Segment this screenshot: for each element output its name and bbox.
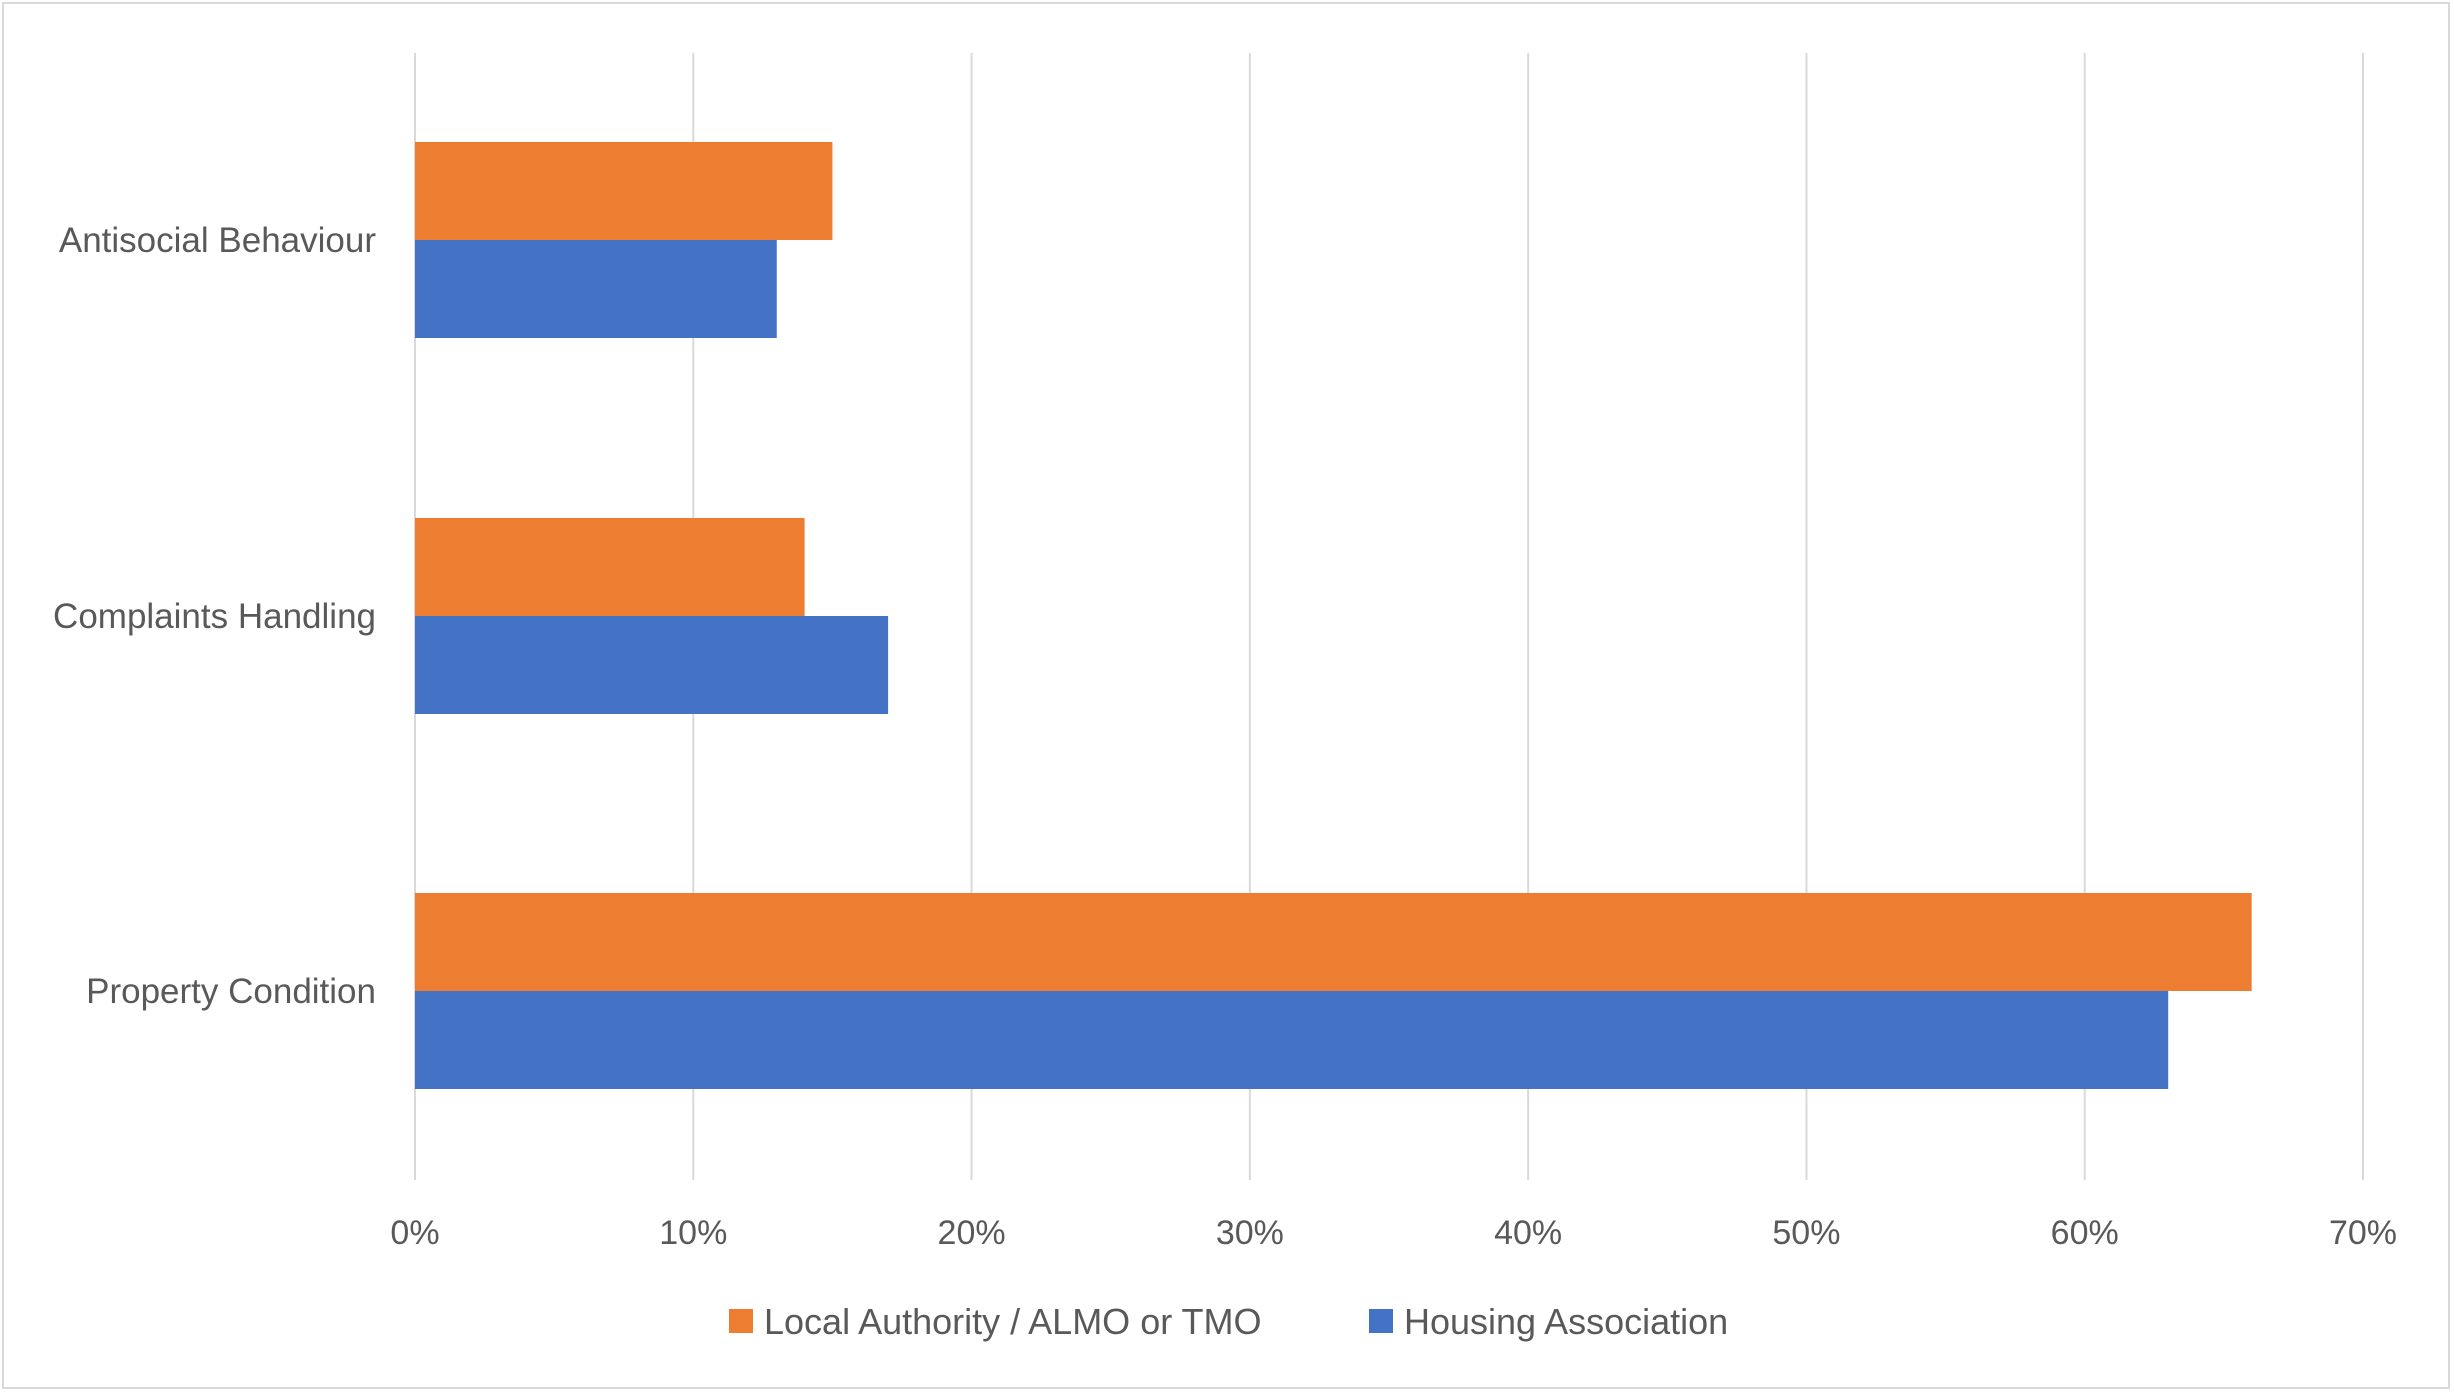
legend-label-local-authority: Local Authority / ALMO or TMO (764, 1301, 1262, 1342)
legend-item-local-authority: Local Authority / ALMO or TMO (729, 1301, 1262, 1342)
legend-swatch-housing-association (1369, 1309, 1393, 1333)
x-tick-label-0: 0% (390, 1214, 439, 1252)
bar-complaints-handling-housing-association (415, 616, 889, 714)
legend-label-housing-association: Housing Association (1404, 1301, 1728, 1342)
category-label-property-condition: Property Condition (86, 972, 376, 1011)
category-label-antisocial-behaviour: Antisocial Behaviour (59, 221, 376, 260)
x-axis-tick-labels: 0% 10% 20% 30% 40% 50% 60% 70% (390, 1214, 2397, 1252)
y-axis-category-labels: Antisocial Behaviour Complaints Handling P… (53, 221, 376, 1011)
bars (415, 142, 2252, 1089)
bar-antisocial-behaviour-local-authority-almo-or-tmo (415, 142, 833, 240)
category-label-complaints-handling: Complaints Handling (53, 597, 376, 636)
x-tick-label-30: 30% (1216, 1214, 1284, 1252)
legend: Local Authority / ALMO or TMO Housing As… (729, 1301, 1728, 1342)
x-tick-label-20: 20% (938, 1214, 1006, 1252)
x-tick-label-40: 40% (1494, 1214, 1562, 1252)
x-tick-label-10: 10% (659, 1214, 727, 1252)
bar-antisocial-behaviour-housing-association (415, 240, 777, 338)
legend-swatch-local-authority (729, 1309, 753, 1333)
x-tick-label-60: 60% (2051, 1214, 2119, 1252)
legend-item-housing-association: Housing Association (1369, 1301, 1728, 1342)
bar-property-condition-local-authority-almo-or-tmo (415, 893, 2252, 991)
x-tick-label-50: 50% (1772, 1214, 1840, 1252)
bar-property-condition-housing-association (415, 991, 2169, 1089)
bar-complaints-handling-local-authority-almo-or-tmo (415, 518, 805, 616)
x-tick-label-70: 70% (2329, 1214, 2397, 1252)
